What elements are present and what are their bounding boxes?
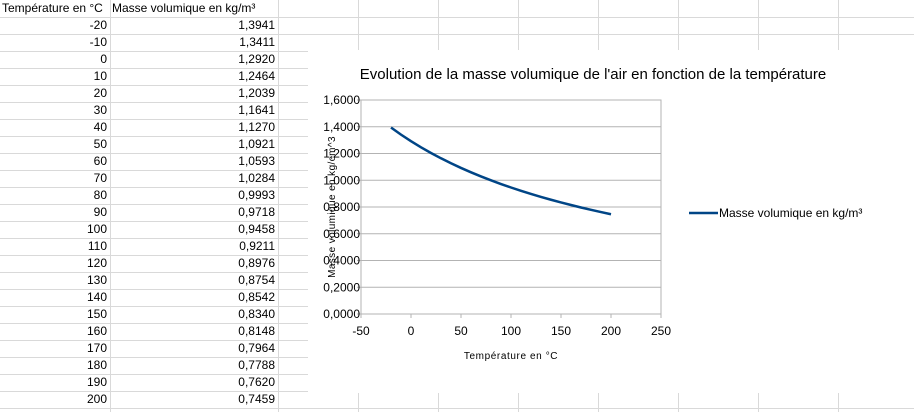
row-gridline bbox=[0, 408, 914, 409]
y-tick-label: 0,8000 bbox=[323, 200, 360, 214]
cell-temperature[interactable]: 80 bbox=[93, 188, 107, 202]
y-tick-label: 1,4000 bbox=[323, 120, 360, 134]
cell-temperature[interactable]: 50 bbox=[93, 137, 107, 151]
y-tick-label: 0,2000 bbox=[323, 280, 360, 294]
cell-temperature[interactable]: 110 bbox=[87, 239, 107, 253]
cell-density[interactable]: 1,1270 bbox=[238, 120, 275, 134]
x-axis-label: Température en °C bbox=[464, 351, 558, 362]
cell-density[interactable]: 1,2920 bbox=[238, 52, 275, 66]
cell-temperature[interactable]: 30 bbox=[93, 103, 107, 117]
cell-temperature[interactable]: -20 bbox=[89, 18, 107, 32]
column-gridline bbox=[278, 0, 279, 412]
column-gridline bbox=[110, 0, 111, 412]
row-gridline bbox=[0, 17, 914, 18]
y-tick-label: 0,4000 bbox=[323, 254, 360, 268]
cell-density[interactable]: 1,0284 bbox=[238, 171, 275, 185]
cell-temperature[interactable]: -10 bbox=[89, 35, 107, 49]
cell-density[interactable]: 1,0593 bbox=[238, 154, 275, 168]
cell-density[interactable]: 0,7964 bbox=[238, 341, 275, 355]
cell-temperature[interactable]: 170 bbox=[86, 341, 107, 355]
cell-temperature[interactable]: 100 bbox=[86, 222, 107, 236]
y-tick-label: 1,6000 bbox=[323, 93, 360, 107]
cell-density[interactable]: 0,9718 bbox=[238, 205, 275, 219]
x-tick-label: 0 bbox=[408, 324, 415, 338]
x-tick-label: 200 bbox=[601, 324, 621, 338]
header-cell-temperature[interactable]: Température en °C bbox=[2, 1, 103, 15]
cell-temperature[interactable]: 0 bbox=[100, 52, 107, 66]
legend-label: Masse volumique en kg/m³ bbox=[719, 206, 862, 220]
x-tick-label: -50 bbox=[352, 324, 370, 338]
y-tick-label: 1,2000 bbox=[323, 147, 360, 161]
cell-temperature[interactable]: 40 bbox=[93, 120, 107, 134]
cell-density[interactable]: 1,3941 bbox=[238, 18, 275, 32]
cell-temperature[interactable]: 20 bbox=[93, 86, 107, 100]
cell-temperature[interactable]: 70 bbox=[93, 171, 107, 185]
cell-density[interactable]: 1,3411 bbox=[239, 35, 275, 49]
cell-temperature[interactable]: 180 bbox=[86, 358, 107, 372]
cell-density[interactable]: 0,8754 bbox=[238, 273, 275, 287]
cell-density[interactable]: 0,7788 bbox=[238, 358, 275, 372]
header-cell-density[interactable]: Masse volumique en kg/m³ bbox=[112, 1, 256, 15]
cell-density[interactable]: 1,0921 bbox=[238, 137, 275, 151]
cell-temperature[interactable]: 150 bbox=[86, 307, 107, 321]
cell-temperature[interactable]: 190 bbox=[86, 375, 107, 389]
x-tick-label: 100 bbox=[501, 324, 521, 338]
cell-temperature[interactable]: 140 bbox=[86, 290, 107, 304]
chart-panel[interactable]: Evolution de la masse volumique de l'air… bbox=[308, 50, 914, 393]
y-tick-label: 0,6000 bbox=[323, 227, 360, 241]
cell-density[interactable]: 0,9458 bbox=[238, 222, 275, 236]
x-tick-label: 250 bbox=[651, 324, 671, 338]
cell-temperature[interactable]: 130 bbox=[86, 273, 107, 287]
cell-temperature[interactable]: 10 bbox=[93, 69, 107, 83]
cell-temperature[interactable]: 60 bbox=[93, 154, 107, 168]
y-tick-label: 0,0000 bbox=[323, 307, 360, 321]
series-line bbox=[390, 126, 612, 216]
plot-area-border bbox=[360, 99, 662, 315]
cell-density[interactable]: 0,9993 bbox=[238, 188, 275, 202]
legend: Masse volumique en kg/m³ bbox=[689, 206, 862, 220]
row-gridline bbox=[0, 34, 914, 35]
cell-temperature[interactable]: 90 bbox=[93, 205, 107, 219]
cell-density[interactable]: 0,8148 bbox=[238, 324, 275, 338]
cell-density[interactable]: 0,8976 bbox=[238, 256, 275, 270]
cell-density[interactable]: 0,8340 bbox=[238, 307, 275, 321]
cell-temperature[interactable]: 160 bbox=[86, 324, 107, 338]
y-axis-label: Masse volumique en kg/cm^3 bbox=[327, 136, 338, 278]
cell-temperature[interactable]: 200 bbox=[86, 392, 107, 406]
x-tick-label: 150 bbox=[551, 324, 571, 338]
line-chart[interactable]: Evolution de la masse volumique de l'air… bbox=[308, 50, 914, 393]
chart-title: Evolution de la masse volumique de l'air… bbox=[360, 66, 826, 83]
cell-density[interactable]: 1,2039 bbox=[238, 86, 275, 100]
cell-density[interactable]: 1,1641 bbox=[238, 103, 275, 117]
cell-density[interactable]: 0,7459 bbox=[238, 392, 275, 406]
x-tick-label: 50 bbox=[454, 324, 468, 338]
cell-density[interactable]: 0,7620 bbox=[238, 375, 275, 389]
cell-density[interactable]: 1,2464 bbox=[238, 69, 275, 83]
cell-temperature[interactable]: 120 bbox=[86, 256, 107, 270]
cell-density[interactable]: 0,8542 bbox=[238, 290, 275, 304]
y-tick-label: 1,0000 bbox=[323, 173, 360, 187]
cell-density[interactable]: 0,9211 bbox=[239, 239, 275, 253]
